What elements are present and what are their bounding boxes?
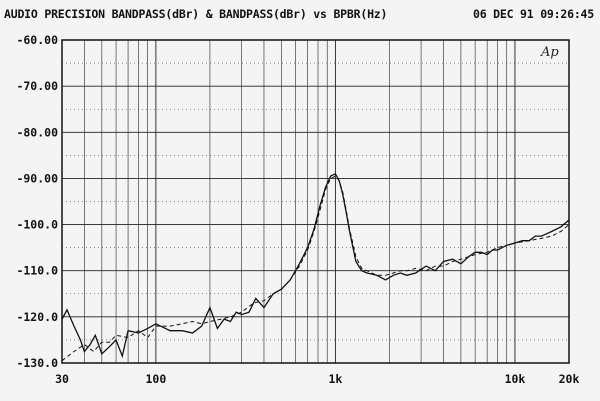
series-layer — [61, 172, 570, 362]
chart-title: AUDIO PRECISION BANDPASS(dBr) & BANDPASS… — [4, 7, 388, 21]
y-tick-label: -120.0 — [16, 310, 58, 324]
series-line-dashed — [61, 175, 570, 362]
x-tick-label: 10k — [505, 372, 526, 386]
chart-header: AUDIO PRECISION BANDPASS(dBr) & BANDPASS… — [0, 7, 600, 25]
y-tick-label: -130.0 — [16, 356, 58, 370]
y-tick-label: -110.0 — [16, 264, 58, 278]
x-tick-label: 100 — [145, 372, 166, 386]
axis-labels: -60.00 -70.00 -80.00 -90.00 -100.0 -110.0 -120… — [16, 33, 579, 386]
timestamp: 06 DEC 91 09:26:45 — [472, 7, 594, 21]
y-tick-label: -90.00 — [16, 171, 58, 185]
y-tick-label: -60.00 — [16, 33, 58, 47]
plot-frame — [61, 39, 570, 364]
x-tick-label: 1k — [328, 372, 342, 386]
y-tick-label: -80.00 — [16, 125, 58, 139]
ap-logo: Ap — [540, 45, 559, 60]
grid-layer — [61, 39, 570, 364]
series-line-solid — [61, 172, 570, 359]
y-tick-label: -100.0 — [16, 218, 58, 232]
y-tick-label: -70.00 — [16, 79, 58, 93]
x-tick-label: 20k — [559, 372, 580, 386]
x-tick-label: 30 — [55, 372, 69, 386]
